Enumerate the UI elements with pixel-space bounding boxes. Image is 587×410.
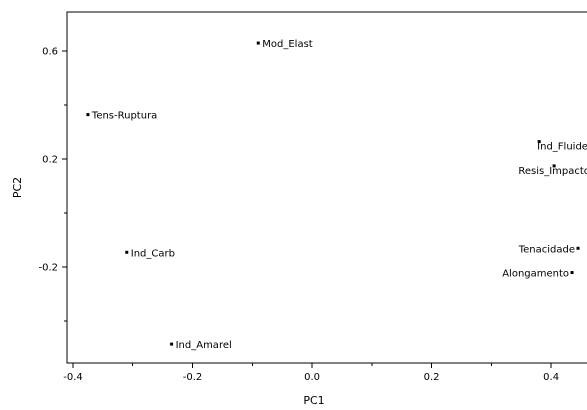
x-tick-label: 0.0 [304, 372, 320, 383]
data-points: Mod_Elast Tens-Ruptura Ind_Carb Ind_Amarel I… [86, 39, 587, 351]
data-point: Tens-Ruptura [86, 111, 157, 122]
data-point: Ind_Fluidez [537, 140, 587, 153]
data-point: Alongamento [502, 269, 574, 280]
point-label: Alongamento [502, 269, 569, 280]
x-tick-label: 0.4 [543, 372, 559, 383]
data-point: Ind_Amarel [170, 340, 232, 351]
plot-frame [66, 11, 587, 364]
point-marker [570, 271, 574, 275]
point-label: Ind_Carb [131, 248, 175, 259]
point-label: Ind_Amarel [176, 340, 232, 351]
x-tick-label: 0.2 [424, 372, 440, 383]
axes: -0.4 -0.2 0.0 0.2 0.4 0.6 0.2 -0.2 [38, 11, 587, 383]
point-marker [576, 246, 580, 250]
point-label: Mod_Elast [262, 39, 313, 50]
point-label: Tens-Ruptura [91, 111, 157, 122]
point-marker [125, 250, 129, 254]
x-tick-label: -0.4 [63, 372, 83, 383]
y-tick-label: -0.2 [38, 263, 58, 274]
x-tick-label: -0.2 [183, 372, 203, 383]
y-axis-title: PC2 [11, 177, 24, 198]
data-point: Tenacidade [518, 244, 580, 255]
x-axis-title: PC1 [303, 394, 324, 407]
point-marker [537, 140, 541, 144]
y-tick-label: 0.6 [42, 47, 58, 58]
point-marker [86, 113, 90, 117]
data-point: Resis_Impacto [518, 164, 587, 177]
point-label: Ind_Fluidez [537, 142, 587, 153]
data-point: Ind_Carb [125, 248, 175, 259]
point-marker [552, 164, 556, 168]
y-tick-label: 0.2 [42, 155, 58, 166]
data-point: Mod_Elast [256, 39, 313, 50]
point-marker [256, 41, 260, 45]
point-label: Resis_Impacto [518, 166, 587, 177]
point-marker [170, 342, 174, 346]
point-label: Tenacidade [518, 244, 575, 255]
